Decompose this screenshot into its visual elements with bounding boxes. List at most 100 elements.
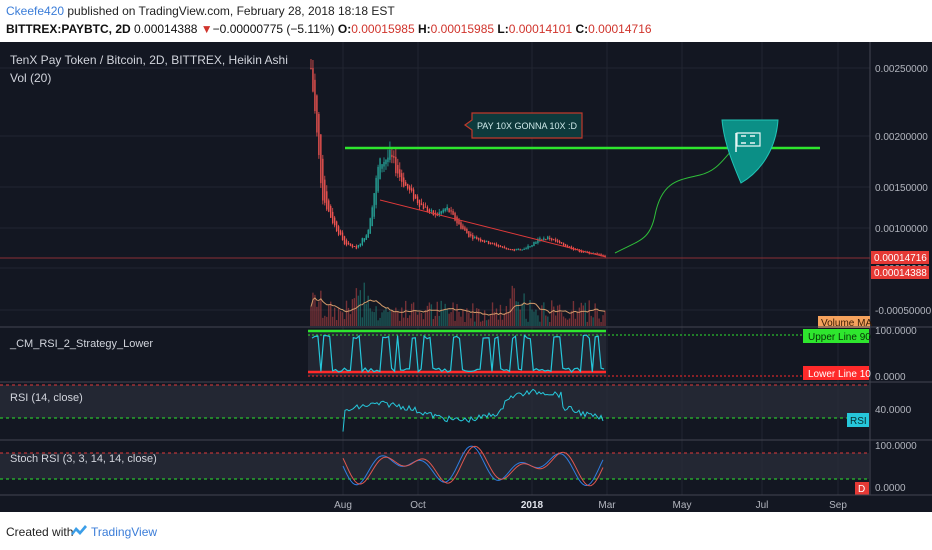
candle-body <box>341 232 344 241</box>
volume-bar <box>450 312 452 326</box>
candle-body <box>600 254 602 256</box>
candle-body <box>549 237 551 240</box>
candle-body <box>556 240 559 242</box>
volume-bar <box>535 309 537 326</box>
volume-bar <box>547 316 549 326</box>
volume-bar <box>553 306 555 326</box>
publish-info: published on TradingView.com, February 2… <box>64 4 395 18</box>
candle-body <box>405 182 407 186</box>
cm-rsi-band <box>308 331 606 376</box>
rsi-band <box>0 385 870 418</box>
candle-body <box>359 243 362 247</box>
price-change: −0.00000775 (−5.11%) <box>212 22 335 36</box>
volume-bar <box>464 321 466 326</box>
volume-ma-line <box>310 297 606 316</box>
stoch-axis-bottom: 0.0000 <box>875 483 906 494</box>
candle-body <box>503 246 506 249</box>
volume-ma-tag-text: Volume MA <box>821 318 872 329</box>
volume-bar <box>472 303 474 326</box>
rsi-tag-text: RSI <box>850 416 867 427</box>
volume-bar <box>588 300 590 326</box>
annotation-callout[interactable]: PAY 10X GONNA 10X :D <box>463 112 583 139</box>
candle-body <box>476 237 478 240</box>
candle-body <box>580 250 583 253</box>
candle-body <box>547 236 549 240</box>
volume-bar <box>395 307 397 326</box>
author-link[interactable]: Ckeefe420 <box>6 4 65 18</box>
high-label: H: <box>417 22 431 36</box>
price-tick: 0.00100000 <box>875 224 928 235</box>
volume-bar <box>389 311 391 326</box>
candle-body <box>391 154 393 158</box>
candle-body <box>523 248 525 250</box>
trend-line[interactable] <box>379 199 607 258</box>
candle-body <box>539 238 541 242</box>
chart-area[interactable]: PAY 10X GONNA 10X :D TenX Pay Token / Bi… <box>0 42 932 512</box>
volume-bar <box>330 301 332 326</box>
tradingview-brand[interactable]: TradingView <box>91 525 158 539</box>
candle-body <box>485 240 488 242</box>
volume-bar <box>383 310 385 326</box>
volume-bar <box>456 304 458 326</box>
volume-bar <box>335 320 338 326</box>
time-tick: Sep <box>829 500 847 511</box>
volume-bar <box>314 294 316 326</box>
close-label: C: <box>575 22 589 36</box>
candle-body <box>442 209 444 213</box>
volume-bar <box>507 312 510 326</box>
candle-body <box>517 248 519 250</box>
volume-bar <box>434 315 436 326</box>
candle-body <box>596 253 598 255</box>
main-grid <box>0 42 870 495</box>
candle-body <box>454 212 456 221</box>
cm-rsi-pane[interactable]: _CM_RSI_2_Strategy_Lower 100.0000 0.0000… <box>9 326 917 383</box>
candle-body <box>521 249 523 251</box>
time-axis[interactable]: Aug Oct 2018 Mar May Jul Sep <box>334 500 847 511</box>
volume-bar <box>485 320 488 326</box>
volume-bar <box>343 319 346 326</box>
volume-bar <box>328 304 330 326</box>
volume-bar <box>594 303 596 326</box>
volume-bar <box>523 293 525 326</box>
candle-body <box>497 245 500 247</box>
candle-body <box>349 243 352 246</box>
candle-body <box>410 188 413 191</box>
volume-bar <box>363 282 365 326</box>
flag-icon[interactable] <box>721 119 779 184</box>
stoch-axis-top: 100.0000 <box>875 441 917 452</box>
volume-bar <box>572 301 575 326</box>
rsi-pane[interactable]: RSI (14, close) 40.0000 RSI <box>0 384 912 432</box>
volume-bar <box>351 299 354 326</box>
volume-bar <box>489 315 492 326</box>
cm-rsi-title: _CM_RSI_2_Strategy_Lower <box>9 338 153 350</box>
candle-body <box>324 179 326 203</box>
volume-bar <box>590 315 592 326</box>
candle-body <box>432 210 435 216</box>
candle-body <box>582 251 584 253</box>
volume-bar <box>316 306 318 326</box>
rsi-line <box>342 388 604 432</box>
volume-bar <box>533 311 535 326</box>
projection-curve[interactable] <box>614 147 736 254</box>
low-label: L: <box>497 22 509 36</box>
main-title: TenX Pay Token / Bitcoin, 2D, BITTREX, H… <box>10 53 288 67</box>
candle-body <box>314 79 316 112</box>
volume-bar <box>326 316 328 326</box>
volume-bar <box>570 310 573 326</box>
candle-body <box>335 221 338 232</box>
candle-body <box>310 68 312 69</box>
volume-bar <box>418 311 421 326</box>
stoch-rsi-pane[interactable]: Stoch RSI (3, 3, 14, 14, close) 100.0000… <box>0 441 917 495</box>
volume-bar <box>365 303 367 326</box>
candles <box>310 59 606 257</box>
candle-body <box>332 211 334 224</box>
volume-bar <box>373 312 375 326</box>
price-axis[interactable]: 0.00250000 0.00200000 0.00150000 0.00100… <box>875 64 932 317</box>
candle-body <box>379 158 381 180</box>
tradingview-logo-icon[interactable] <box>70 522 88 538</box>
last-price: 0.00014388 <box>134 22 198 36</box>
chart-svg[interactable]: PAY 10X GONNA 10X :D TenX Pay Token / Bi… <box>0 42 932 512</box>
time-tick: Oct <box>410 500 426 511</box>
candle-body <box>450 210 452 212</box>
price-tag-close <box>871 251 929 264</box>
